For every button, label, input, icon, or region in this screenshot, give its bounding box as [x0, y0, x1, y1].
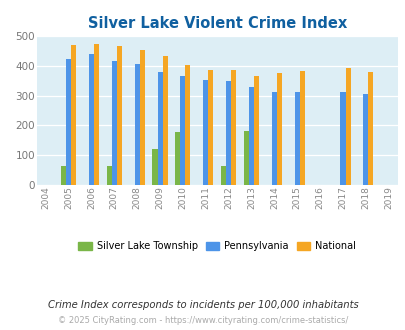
Bar [71, 45, 76, 185]
Bar [89, 54, 94, 185]
Title: Silver Lake Violent Crime Index: Silver Lake Violent Crime Index [87, 16, 346, 31]
Bar [107, 166, 111, 185]
Text: Crime Index corresponds to incidents per 100,000 inhabitants: Crime Index corresponds to incidents per… [47, 300, 358, 310]
Bar [362, 94, 367, 185]
Bar [340, 92, 345, 185]
Bar [185, 65, 190, 185]
Bar [221, 166, 226, 185]
Bar [111, 61, 117, 185]
Bar [61, 166, 66, 185]
Bar [94, 44, 99, 185]
Bar [152, 149, 157, 185]
Bar [157, 72, 162, 185]
Bar [294, 92, 299, 185]
Bar [254, 76, 258, 185]
Bar [243, 131, 248, 185]
Bar [117, 46, 121, 185]
Bar [203, 80, 208, 185]
Bar [180, 76, 185, 185]
Bar [248, 87, 254, 185]
Bar [226, 82, 230, 185]
Bar [271, 92, 276, 185]
Bar [367, 72, 373, 185]
Bar [276, 73, 281, 185]
Bar [139, 50, 144, 185]
Bar [66, 59, 71, 185]
Bar [175, 132, 180, 185]
Bar [208, 70, 213, 185]
Bar [162, 56, 167, 185]
Bar [299, 71, 304, 185]
Bar [345, 68, 350, 185]
Bar [230, 70, 236, 185]
Bar [134, 64, 139, 185]
Text: © 2025 CityRating.com - https://www.cityrating.com/crime-statistics/: © 2025 CityRating.com - https://www.city… [58, 316, 347, 325]
Legend: Silver Lake Township, Pennsylvania, National: Silver Lake Township, Pennsylvania, Nati… [75, 237, 359, 255]
